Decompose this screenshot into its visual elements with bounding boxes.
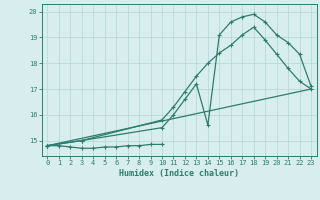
X-axis label: Humidex (Indice chaleur): Humidex (Indice chaleur) — [119, 169, 239, 178]
